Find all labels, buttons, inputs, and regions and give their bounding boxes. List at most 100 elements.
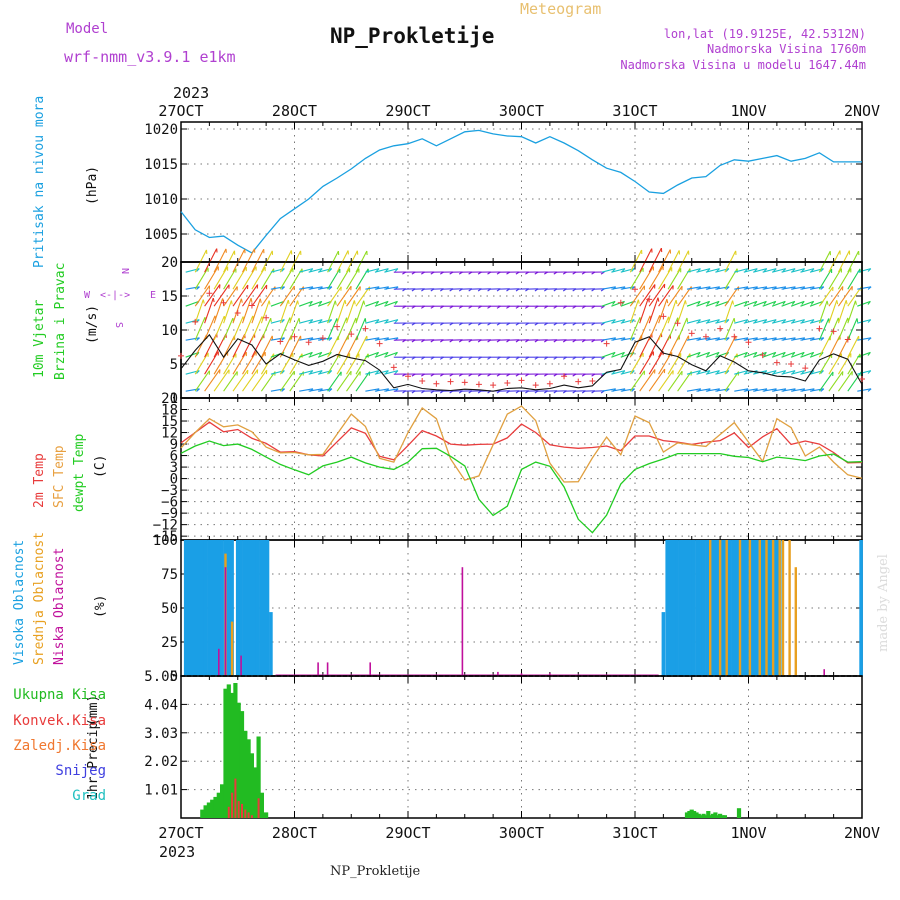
high-cloud-bar (734, 540, 739, 676)
wind-barb (837, 317, 849, 341)
wind-barb (734, 268, 748, 273)
total-rain-bar (264, 812, 269, 818)
total-rain-bar (708, 815, 713, 818)
total-rain-bar (230, 692, 235, 818)
wind-barb (611, 337, 626, 341)
wind-barb-head (309, 370, 314, 374)
wind-barb (232, 316, 244, 341)
wind-barb (781, 300, 795, 307)
wind-barb-head (773, 268, 777, 272)
wind-barb (194, 285, 210, 307)
wind-barb (318, 286, 332, 290)
wind-barb (734, 300, 748, 307)
high-cloud-bar (190, 540, 195, 676)
wind-barb-head (600, 356, 605, 360)
low-cloud-bar (497, 671, 499, 676)
wind-barb-head (196, 370, 200, 374)
wind-barb (818, 318, 830, 341)
wind-barb-head (697, 319, 701, 323)
wind-barb-head (309, 352, 313, 356)
wind-barb-head (328, 268, 333, 272)
legend-snow: Snijeg (55, 763, 106, 779)
high-cloud-ylabel: Visoka Oblacnost (12, 540, 27, 665)
wind-barb (318, 337, 332, 341)
wind-barb-head (287, 299, 290, 305)
ytick-label: 6 (170, 449, 178, 465)
wind-barb (299, 268, 313, 273)
wind-barb (667, 317, 679, 341)
wind-gust-marker (248, 302, 255, 309)
wind-barb (601, 268, 616, 273)
wind-barb (299, 286, 314, 290)
wind-barb-head (867, 388, 872, 392)
wind-barb-head (600, 271, 605, 275)
wind-barb (857, 388, 872, 392)
wind-barb (299, 337, 314, 341)
wind-barb-head (375, 301, 380, 305)
wind-barb-head (196, 268, 200, 272)
high-cloud-bar (744, 540, 749, 676)
wind-barb (677, 286, 692, 307)
total-rain-bar (239, 711, 245, 818)
wind-barb (715, 300, 729, 307)
wind-barb (800, 351, 814, 358)
high-cloud-bar (220, 540, 224, 676)
wind-barb (800, 388, 815, 392)
wind-barb (686, 337, 701, 341)
total-rain-bar (259, 792, 264, 818)
wind-barb (355, 318, 366, 341)
ytick-label: 1010 (144, 192, 178, 208)
ytick-label: 12 (161, 426, 178, 442)
wind-barb (355, 286, 371, 307)
high-cloud-bar (678, 540, 683, 676)
wind-barb (232, 351, 247, 375)
wind-barb (327, 335, 339, 358)
wind-barb-head (716, 352, 720, 356)
wind-barb (365, 351, 379, 358)
mid-cloud-ylabel: Srednja Oblacnost (32, 532, 47, 665)
wind-barb (185, 300, 200, 307)
wind-barb (772, 388, 786, 392)
wind-barb (213, 266, 229, 290)
wind-barb (204, 369, 221, 392)
wind-barb-head (621, 319, 626, 323)
wind-barb (639, 266, 654, 290)
total-rain-bar (699, 815, 704, 818)
legend-frz-rain: Zaledj.Kisa (13, 738, 106, 754)
wind-barb (279, 285, 295, 307)
wind-barb (289, 300, 299, 324)
wind-barb (629, 285, 645, 307)
wind-barb (336, 335, 349, 358)
wind-barb (696, 351, 710, 358)
wind-barb (365, 300, 379, 307)
wind-barb (345, 300, 355, 324)
high-cloud-bar (200, 540, 205, 676)
wind-barb (771, 370, 786, 375)
wind-barb (213, 298, 224, 324)
wind-barb (791, 286, 805, 290)
wind-gust-marker (234, 310, 241, 316)
total-rain-bar (226, 684, 231, 818)
wind-barb (213, 248, 227, 273)
wind-barb (213, 284, 230, 307)
wind-barb (734, 370, 748, 375)
wind-barb (705, 300, 720, 307)
wind-barb-head (773, 319, 777, 323)
high-cloud-bar (672, 540, 676, 676)
wind-barb (705, 388, 720, 392)
wind-barb-head (733, 318, 736, 323)
wind-barb (648, 283, 666, 307)
mid-cloud-bar (758, 540, 761, 676)
wind-barb-head (706, 352, 711, 356)
wind-barb (365, 286, 380, 290)
wind-barb (847, 286, 862, 307)
wind-barb (223, 353, 237, 375)
wind-barb (686, 388, 701, 392)
wind-barb-head (782, 319, 787, 323)
wind-barb (800, 268, 815, 273)
wind-barb (705, 337, 720, 341)
ytick-label: 0 (170, 669, 178, 685)
high-cloud-bar (859, 540, 863, 676)
wind-barb (781, 351, 795, 358)
total-rain-bar (710, 813, 716, 818)
